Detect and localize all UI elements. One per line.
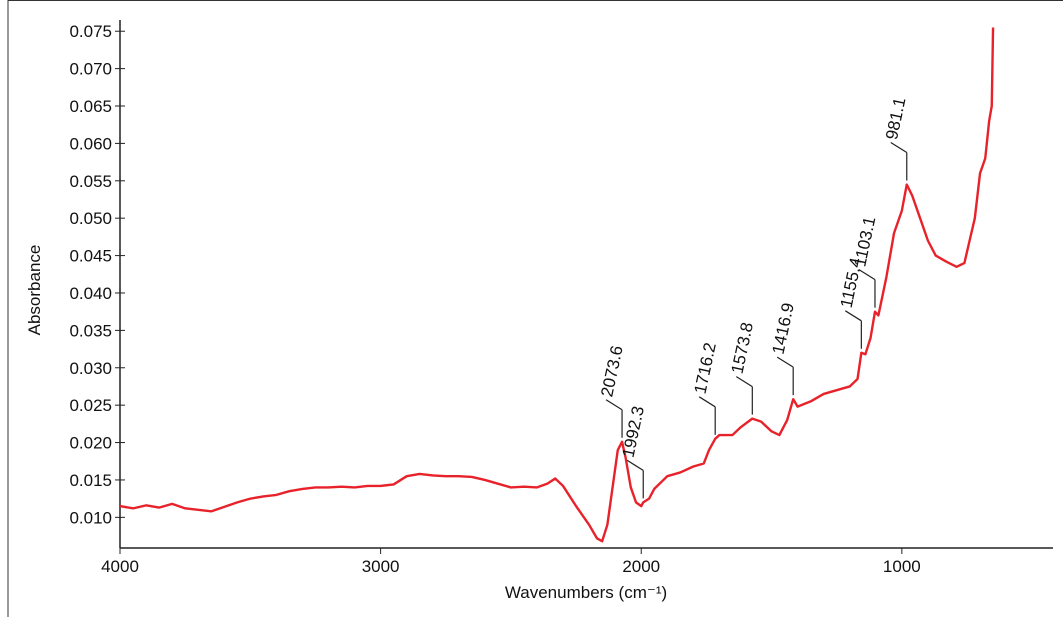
y-tick-label: 0.025 (69, 396, 112, 415)
peak-leader (735, 376, 753, 388)
y-tick-label: 0.045 (69, 247, 112, 266)
peak-label: 1103.1 (850, 215, 879, 269)
x-tick-label: 3000 (362, 557, 400, 576)
y-tick-label: 0.040 (69, 284, 112, 303)
peak-label: 981.1 (882, 96, 909, 142)
y-tick-label: 0.075 (69, 22, 112, 41)
peak-leader (605, 399, 623, 411)
peak-leader (776, 356, 794, 368)
x-tick-label: 4000 (101, 557, 139, 576)
y-tick-label: 0.015 (69, 471, 112, 490)
y-tick-label: 0.050 (69, 209, 112, 228)
peak-leader (858, 269, 876, 281)
peak-label: 1573.8 (728, 321, 757, 376)
y-tick-label: 0.035 (69, 321, 112, 340)
x-tick-label: 2000 (622, 557, 660, 576)
y-tick-label: 0.010 (69, 508, 112, 527)
peak-label: 2073.6 (597, 344, 626, 399)
peak-label: 1416.9 (769, 301, 798, 356)
y-axis-label: Absorbance (25, 245, 44, 336)
peak-leader (698, 396, 716, 408)
peak-leader (626, 459, 644, 471)
y-tick-label: 0.020 (69, 434, 112, 453)
x-tick-label: 1000 (883, 557, 921, 576)
peak-label: 1992.3 (619, 404, 648, 459)
y-tick-label: 0.065 (69, 97, 112, 116)
y-tick-label: 0.070 (69, 60, 112, 79)
spectrum-line (119, 27, 995, 543)
x-axis-label: Wavenumbers (cm⁻¹) (505, 583, 667, 602)
y-tick-label: 0.055 (69, 172, 112, 191)
y-tick-label: 0.030 (69, 359, 112, 378)
y-tick-label: 0.060 (69, 134, 112, 153)
peak-leader (845, 310, 862, 322)
peak-label: 1716.2 (691, 341, 720, 396)
peak-leader (890, 142, 908, 154)
